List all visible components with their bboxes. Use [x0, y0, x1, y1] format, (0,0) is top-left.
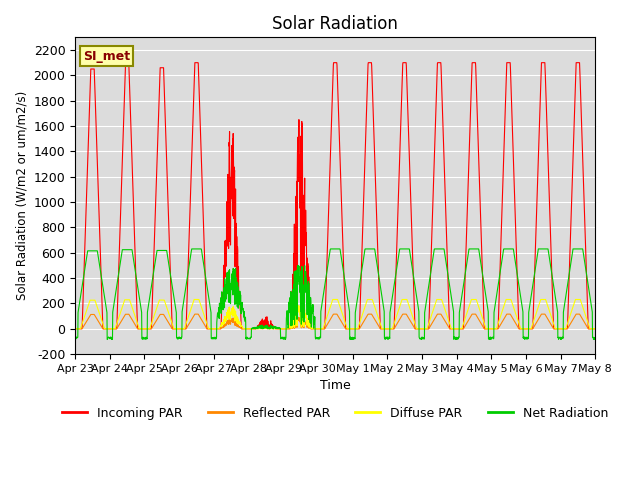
X-axis label: Time: Time	[320, 379, 351, 392]
Title: Solar Radiation: Solar Radiation	[272, 15, 398, 33]
Y-axis label: Solar Radiation (W/m2 or um/m2/s): Solar Radiation (W/m2 or um/m2/s)	[15, 91, 28, 300]
Legend: Incoming PAR, Reflected PAR, Diffuse PAR, Net Radiation: Incoming PAR, Reflected PAR, Diffuse PAR…	[58, 402, 613, 424]
Text: SI_met: SI_met	[83, 49, 130, 62]
